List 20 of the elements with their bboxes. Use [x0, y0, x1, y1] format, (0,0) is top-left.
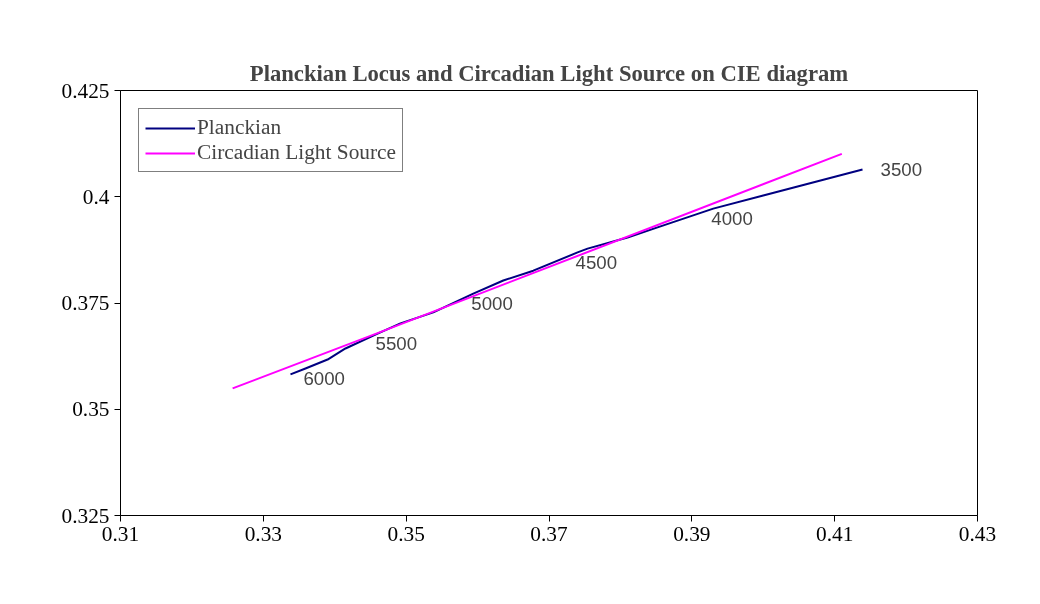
y-tick-label: 0.35: [72, 397, 110, 422]
y-tick-label: 0.4: [82, 184, 110, 209]
y-tick-label: 0.375: [61, 291, 110, 315]
annotation: 6000: [303, 367, 345, 389]
annotation: 4500: [575, 251, 618, 273]
legend-label: Planckian: [197, 115, 282, 140]
x-tick-label: 0.37: [530, 521, 568, 546]
annotation: 5500: [375, 333, 418, 355]
x-tick-label: 0.41: [816, 521, 854, 546]
annotation: 3500: [880, 159, 923, 181]
x-tick-label: 0.33: [244, 521, 282, 546]
annotation: 5000: [471, 293, 513, 315]
annotation: 4000: [711, 208, 753, 230]
y-tick-label: 0.425: [61, 78, 110, 103]
x-tick-label: 0.39: [673, 521, 711, 546]
x-tick-label: 0.35: [387, 521, 425, 546]
y-tick-label: 0.325: [61, 503, 110, 528]
x-tick-label: 0.43: [958, 521, 997, 546]
chart-title: Planckian Locus and Circadian Light Source on CIE diagram: [249, 60, 849, 86]
legend-label: Circadian Light Source: [197, 140, 397, 165]
